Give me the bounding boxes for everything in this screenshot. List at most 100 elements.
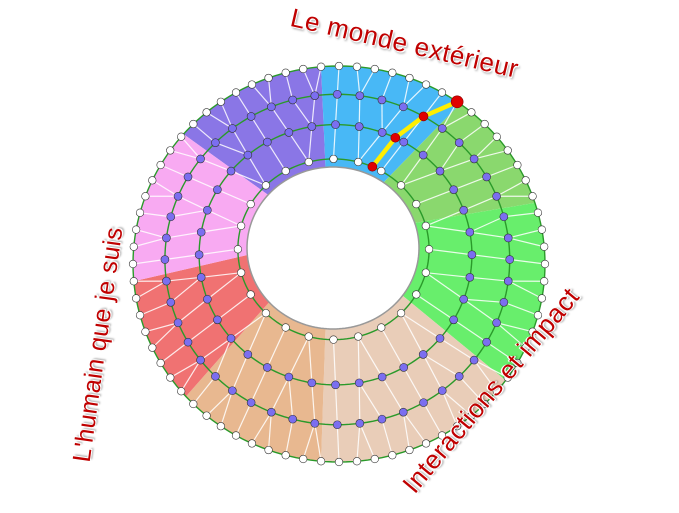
mesh-line xyxy=(336,424,340,463)
mesh-line xyxy=(133,237,167,248)
mesh-line xyxy=(132,258,166,265)
mesh-line xyxy=(302,423,316,460)
white-node xyxy=(281,68,290,77)
mesh-line xyxy=(187,319,218,343)
white-node xyxy=(202,411,211,420)
blue-node xyxy=(267,407,276,417)
blue-node xyxy=(211,138,220,147)
mesh-line xyxy=(214,338,232,377)
blue-node xyxy=(354,122,364,131)
mesh-line xyxy=(302,68,316,96)
white-node xyxy=(281,323,290,332)
blue-node xyxy=(263,137,272,147)
blue-node xyxy=(162,233,171,243)
white-node xyxy=(513,160,522,170)
mesh-line xyxy=(357,126,360,163)
blue-node xyxy=(418,150,428,160)
mesh-line xyxy=(206,111,233,129)
blue-node xyxy=(465,227,475,237)
white-node xyxy=(354,157,363,167)
blue-node xyxy=(377,128,387,137)
blue-node xyxy=(243,150,253,160)
mesh-line xyxy=(135,280,167,299)
mesh-line xyxy=(220,101,233,129)
sectors xyxy=(133,66,545,462)
mesh-line xyxy=(358,382,383,420)
mesh-line xyxy=(425,272,470,278)
mesh-line xyxy=(486,341,518,364)
blue-node xyxy=(166,212,176,222)
mesh-line xyxy=(250,367,268,403)
white-node xyxy=(513,358,522,368)
white-node xyxy=(246,200,255,209)
blue-node xyxy=(503,276,513,286)
blue-node xyxy=(243,350,253,359)
mesh-line xyxy=(509,258,546,265)
mesh-line xyxy=(169,359,201,379)
mesh-line xyxy=(308,126,313,163)
blue-node xyxy=(166,297,176,307)
mesh-line xyxy=(166,231,202,239)
mesh-line xyxy=(508,237,545,248)
mesh-line xyxy=(170,149,201,160)
blue-node xyxy=(196,154,205,164)
mesh-line xyxy=(441,390,458,427)
mesh-line xyxy=(415,293,454,321)
mesh-line xyxy=(463,298,497,324)
mesh-line xyxy=(441,390,472,417)
mesh-line xyxy=(332,124,337,159)
mesh-line xyxy=(425,225,470,233)
mesh-line xyxy=(357,132,383,163)
blue-node xyxy=(263,363,272,372)
mesh-line xyxy=(400,154,424,186)
white-node xyxy=(231,431,241,440)
mesh-line xyxy=(402,77,411,107)
mesh-line xyxy=(429,248,472,256)
white-node xyxy=(135,208,145,217)
white-node xyxy=(540,242,549,251)
blue-node xyxy=(228,124,237,133)
mesh-line xyxy=(503,301,539,316)
white-node xyxy=(437,88,447,97)
mesh-line xyxy=(463,195,497,211)
blue-node xyxy=(449,185,458,194)
white-node xyxy=(135,311,145,320)
mesh-line xyxy=(402,411,427,444)
white-node xyxy=(334,61,344,71)
white-node xyxy=(388,68,397,77)
mesh-line xyxy=(334,94,338,125)
blue-node xyxy=(418,350,428,359)
blue-node xyxy=(307,378,317,388)
mesh-line xyxy=(439,158,475,172)
blue-node xyxy=(469,154,479,164)
mesh-line xyxy=(160,341,189,364)
mesh-line xyxy=(180,359,202,392)
mesh-line xyxy=(250,116,268,143)
mesh-line xyxy=(251,411,272,444)
mesh-line xyxy=(473,359,509,379)
mesh-line xyxy=(422,354,443,391)
blue-node xyxy=(183,172,193,182)
mesh-line xyxy=(356,66,361,96)
mesh-line xyxy=(288,132,310,163)
white-node xyxy=(421,439,431,448)
white-node xyxy=(177,387,186,396)
blue-node xyxy=(454,138,464,147)
blue-node xyxy=(437,124,447,133)
blue-node xyxy=(459,205,468,215)
blue-node xyxy=(377,414,387,424)
white-node xyxy=(264,73,273,83)
white-node xyxy=(521,176,530,185)
mesh-line xyxy=(311,382,316,424)
mesh-line xyxy=(400,170,441,186)
blue-node xyxy=(213,315,222,325)
mesh-line xyxy=(469,276,509,282)
blue-node xyxy=(469,355,479,365)
mesh-line xyxy=(200,158,232,172)
mesh-line xyxy=(180,136,201,160)
blue-node xyxy=(355,91,365,100)
mesh-line xyxy=(230,170,267,186)
mesh-line xyxy=(400,312,424,355)
mesh-line xyxy=(496,322,533,333)
mesh-line xyxy=(471,254,510,261)
